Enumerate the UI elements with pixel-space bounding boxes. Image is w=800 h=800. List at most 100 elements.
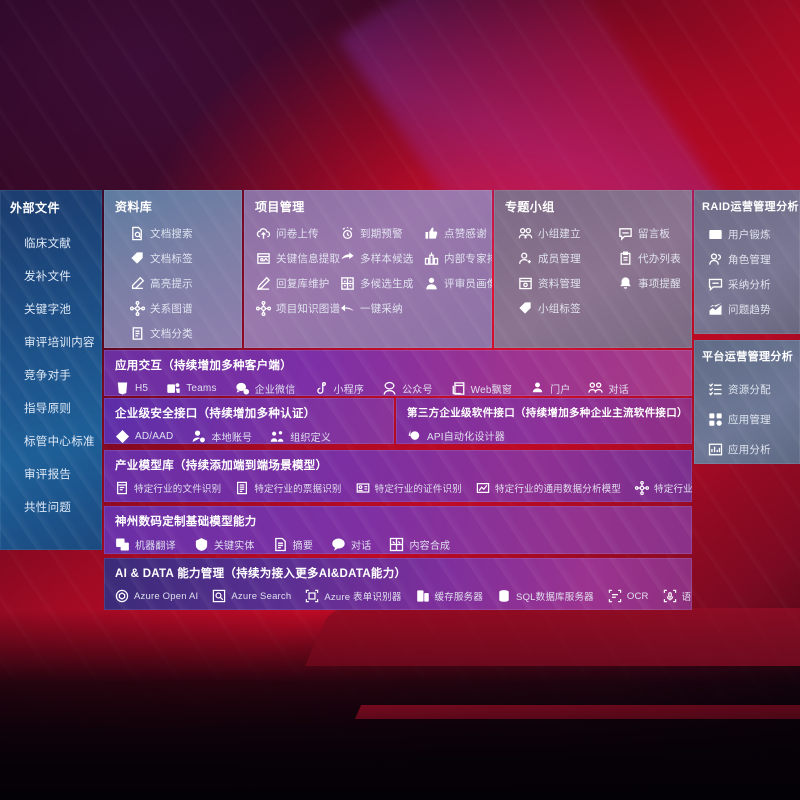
form-recognizer-icon <box>305 589 319 603</box>
sidebar-item-standards-center[interactable]: 标管中心标准 <box>24 436 95 448</box>
item-azure-openai[interactable]: Azure Open AI <box>115 585 198 607</box>
sidebar-item-competitors[interactable]: 竞争对手 <box>24 370 72 382</box>
openai-icon <box>115 589 129 603</box>
item-internal-expert-ranking[interactable]: 内部专家排名 <box>424 246 492 271</box>
sidebar-item-supplement-docs[interactable]: 发补文件 <box>24 271 72 283</box>
card-platform-analysis: 平台运营管理分析 资源分配 应用管理 应用分析 <box>694 340 800 464</box>
item-content-synthesis[interactable]: 内容合成 <box>389 533 450 554</box>
checklist-icon <box>708 382 723 397</box>
app-analysis-icon <box>708 442 723 457</box>
bell-icon <box>618 276 633 291</box>
item-multi-candidate-generate[interactable]: 多候选生成 <box>340 271 424 296</box>
graph-icon <box>256 301 271 316</box>
item-user-training[interactable]: 用户锻炼 <box>708 222 800 247</box>
card-platform-grid: 资源分配 应用管理 应用分析 <box>694 364 800 464</box>
item-expiry-alert[interactable]: 到期预警 <box>340 221 424 246</box>
item-industry-id-recognition[interactable]: 特定行业的证件识别 <box>356 477 462 499</box>
sidebar-item-review-report[interactable]: 审评报告 <box>24 469 72 481</box>
item-industry-file-recognition[interactable]: 特定行业的文件识别 <box>115 477 221 499</box>
speech-icon <box>663 589 677 603</box>
item-todo-list[interactable]: 代办列表 <box>618 246 692 271</box>
item-ocr[interactable]: OCR <box>608 585 649 607</box>
tag-icon <box>518 301 533 316</box>
chat-icon <box>331 537 346 552</box>
item-teams[interactable]: Teams <box>166 377 216 396</box>
item-azure-search[interactable]: Azure Search <box>212 585 291 607</box>
item-sql-database[interactable]: SQL数据库服务器 <box>497 585 594 607</box>
item-industry-data-analysis-model[interactable]: 特定行业的通用数据分析模型 <box>476 477 621 499</box>
local-account-icon <box>191 429 206 444</box>
band-dcits-title: 神州数码定制基础模型能力 <box>115 516 257 528</box>
item-ad-aad[interactable]: AD/AAD <box>115 425 173 444</box>
item-api-designer[interactable]: API自动化设计器 <box>407 424 505 444</box>
item-questionnaire-upload[interactable]: 问卷上传 <box>256 221 340 246</box>
sql-database-icon <box>497 589 511 603</box>
item-chat[interactable]: 对话 <box>331 533 371 554</box>
item-app-management[interactable]: 应用管理 <box>708 404 800 434</box>
item-doc-search[interactable]: 文档搜索 <box>130 221 242 246</box>
item-thumbs-thanks[interactable]: 点赞感谢 <box>424 221 492 246</box>
item-key-entity[interactable]: 关键实体 <box>194 533 255 554</box>
item-multi-sample-candidate[interactable]: 多样本候选 <box>340 246 424 271</box>
extract-icon <box>256 251 271 266</box>
item-machine-translation[interactable]: 机器翻译 <box>115 533 176 554</box>
item-doc-tag[interactable]: 文档标签 <box>130 246 242 271</box>
people-icon <box>708 252 723 267</box>
item-portal[interactable]: 门户 <box>530 377 570 396</box>
item-highlight-hint[interactable]: 高亮提示 <box>130 271 242 296</box>
item-one-click-adopt[interactable]: 一键采纳 <box>340 296 424 321</box>
sidebar-item-clinical-literature[interactable]: 临床文献 <box>24 238 72 250</box>
item-relation-graph[interactable]: 关系图谱 <box>130 296 242 321</box>
sidebar-item-review-training[interactable]: 审评培训内容 <box>24 337 95 349</box>
item-app-analysis[interactable]: 应用分析 <box>708 434 800 464</box>
cache-server-icon <box>416 589 430 603</box>
item-group-create[interactable]: 小组建立 <box>518 221 618 246</box>
item-local-account[interactable]: 本地账号 <box>191 425 252 444</box>
card-library: 资料库 文档搜索 文档标签 高亮提示 关系图谱 文档分类 <box>104 190 242 348</box>
item-event-reminder[interactable]: 事项提醒 <box>618 271 692 296</box>
item-role-management[interactable]: 角色管理 <box>708 247 800 272</box>
teams-icon <box>166 381 181 396</box>
item-web-popup[interactable]: Web飘窗 <box>451 377 512 396</box>
item-doc-classify[interactable]: 文档分类 <box>130 321 242 346</box>
item-miniprogram[interactable]: 小程序 <box>313 377 364 396</box>
item-speech-understanding[interactable]: 语音理解 <box>663 585 692 607</box>
item-official-account[interactable]: 公众号 <box>382 377 433 396</box>
item-summary[interactable]: 摘要 <box>273 533 313 554</box>
item-cache-server[interactable]: 缓存服务器 <box>416 585 484 607</box>
alarm-icon <box>340 226 355 241</box>
item-member-management[interactable]: 成员管理 <box>518 246 618 271</box>
item-message-board[interactable]: 留言板 <box>618 221 692 246</box>
hand-pick-icon <box>340 251 355 266</box>
item-wecom[interactable]: 企业微信 <box>235 377 296 396</box>
item-dialog[interactable]: 对话 <box>588 377 629 396</box>
item-key-info-extract[interactable]: 关键信息提取 <box>256 246 340 271</box>
miniprogram-icon <box>313 381 328 396</box>
invoice-recognize-icon <box>235 481 249 495</box>
item-issue-trend[interactable]: 问题趋势 <box>708 297 800 322</box>
sidebar-item-guidelines[interactable]: 指导原则 <box>24 403 72 415</box>
member-icon <box>518 251 533 266</box>
item-industry-knowledge-graph-model[interactable]: 特定行业的通用知识图谱模型 <box>635 477 692 499</box>
item-h5[interactable]: H5 <box>115 377 148 396</box>
item-material-management[interactable]: 资料管理 <box>518 271 618 296</box>
item-org-define[interactable]: 组织定义 <box>270 425 331 444</box>
item-industry-invoice-recognition[interactable]: 特定行业的票据识别 <box>235 477 341 499</box>
sidebar-item-common-issues[interactable]: 共性问题 <box>24 502 72 514</box>
card-project-grid: 问卷上传 到期预警 点赞感谢 关键信息提取 多样本候选 内部专家排名 <box>244 215 492 321</box>
item-reply-library-maintain[interactable]: 回复库维护 <box>256 271 340 296</box>
item-resource-allocation[interactable]: 资源分配 <box>708 374 800 404</box>
item-adoption-analysis[interactable]: 采纳分析 <box>708 272 800 297</box>
sidebar-item-keyword-pool[interactable]: 关键字池 <box>24 304 72 316</box>
org-define-icon <box>270 429 285 444</box>
item-form-recognizer[interactable]: Azure 表单识别器 <box>305 585 401 607</box>
content-synth-icon <box>389 537 404 552</box>
item-project-knowledge-graph[interactable]: 项目知识图谱 <box>256 296 340 321</box>
portal-icon <box>530 381 545 396</box>
card-raid-grid: 用户锻炼 角色管理 采纳分析 问题趋势 <box>694 214 800 322</box>
item-reviewer-portrait[interactable]: 评审员画像 <box>424 271 492 296</box>
background-bottom-fade <box>0 680 800 800</box>
band-interaction-items: H5 Teams 企业微信 小程序 公众号 Web飘窗 <box>104 373 692 396</box>
item-group-tag[interactable]: 小组标签 <box>518 296 618 321</box>
